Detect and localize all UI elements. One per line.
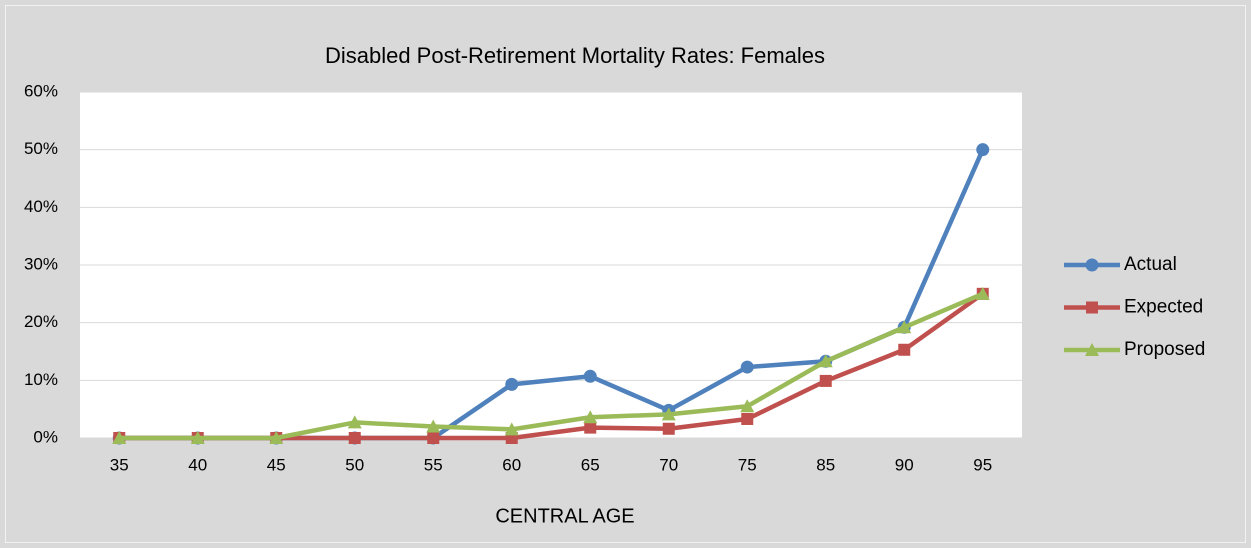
data-point [505,377,519,391]
data-point [662,422,675,435]
data-point [426,419,441,433]
data-point [818,354,833,368]
y-tick-label: 50% [24,139,58,158]
data-point [1085,343,1099,356]
data-point [427,432,440,444]
chart-border [5,5,1246,543]
data-point [348,432,361,444]
data-point [112,431,127,444]
series-line [119,291,984,441]
data-point [976,143,990,157]
data-point [190,431,205,444]
data-point [975,286,990,300]
x-axis-title: CENTRAL AGE [495,505,634,527]
data-point [269,431,284,444]
data-point [740,360,754,374]
data-point [1085,258,1099,272]
x-tick-label: 70 [659,455,678,474]
data-point [583,410,598,424]
x-tick-label: 60 [502,455,521,474]
data-point [583,369,597,383]
data-point [741,412,754,425]
x-tick-label: 55 [424,455,443,474]
legend-label: Proposed [1124,339,1205,360]
x-tick-label: 45 [267,455,286,474]
x-tick-label: 50 [345,455,364,474]
x-tick-label: 35 [110,455,129,474]
x-tick-label: 95 [973,455,992,474]
data-point [819,374,832,387]
y-tick-label: 0% [33,427,58,446]
y-tick-label: 10% [24,370,58,389]
data-point [347,415,362,429]
data-point [898,343,911,356]
x-tick-label: 90 [895,455,914,474]
x-tick-label: 85 [816,455,835,474]
legend-label: Expected [1124,297,1203,318]
data-point [740,399,755,413]
x-tick-label: 40 [188,455,207,474]
data-point [1086,301,1098,314]
y-tick-label: 40% [24,197,58,216]
data-point [897,320,912,334]
legend-label: Actual [1124,254,1177,275]
y-tick-label: 60% [24,81,58,100]
x-tick-label: 65 [581,455,600,474]
y-tick-label: 20% [24,312,58,331]
data-point [584,421,597,434]
x-tick-label: 75 [738,455,757,474]
y-tick-label: 30% [24,254,58,273]
chart-title: Disabled Post-Retirement Mortality Rates… [325,43,825,68]
data-point [661,407,676,421]
data-point [504,422,519,436]
